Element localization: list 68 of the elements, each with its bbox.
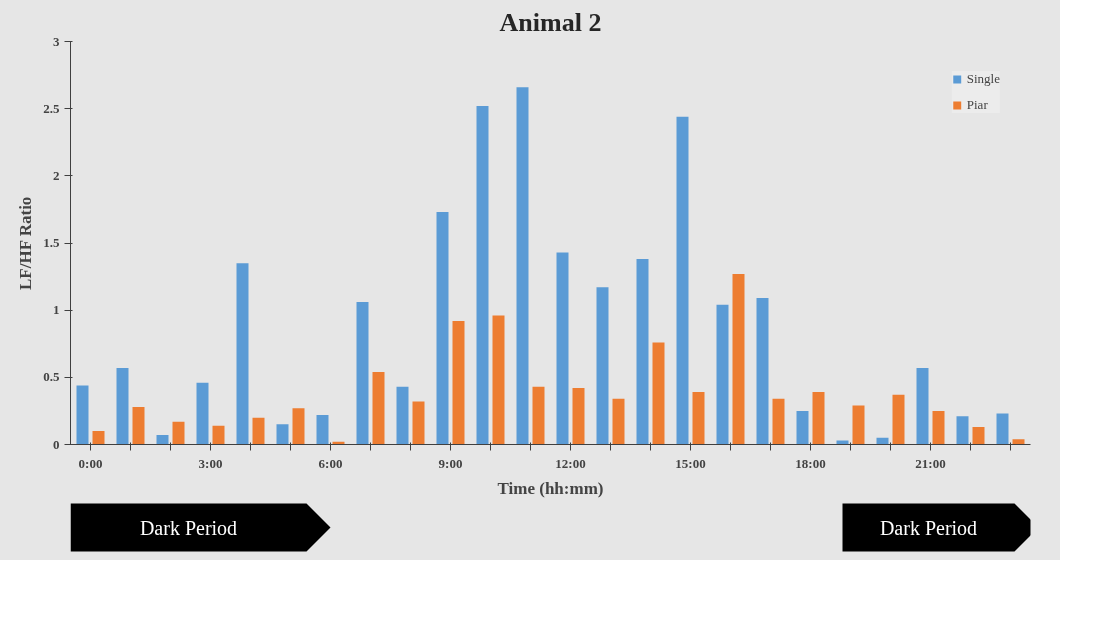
bar bbox=[612, 398, 625, 445]
bar bbox=[796, 410, 809, 445]
bar bbox=[436, 212, 449, 445]
bar bbox=[76, 385, 89, 445]
bar bbox=[972, 427, 985, 445]
y-tick-label: 0 bbox=[53, 436, 60, 452]
bar bbox=[996, 413, 1009, 445]
bar bbox=[652, 342, 665, 445]
x-tick-label: 9:00 bbox=[438, 455, 463, 471]
bar bbox=[292, 408, 305, 445]
bar bbox=[452, 320, 465, 445]
bar bbox=[412, 401, 425, 445]
legend-label: Piar bbox=[966, 97, 988, 113]
bar bbox=[1012, 439, 1025, 445]
bar bbox=[676, 116, 689, 445]
y-tick-label: 2 bbox=[53, 167, 60, 183]
y-tick-label: 2.5 bbox=[43, 100, 60, 116]
text: Dark Period bbox=[879, 516, 978, 539]
x-tick-label: 15:00 bbox=[675, 455, 706, 471]
bar bbox=[212, 425, 225, 445]
x-tick-label: 0:00 bbox=[78, 455, 103, 471]
bar bbox=[572, 388, 585, 445]
bar bbox=[316, 414, 329, 445]
x-tick-label: 6:00 bbox=[318, 455, 343, 471]
bar bbox=[516, 87, 529, 445]
bar bbox=[396, 386, 409, 445]
x-tick-label: 21:00 bbox=[915, 455, 946, 471]
bar bbox=[252, 417, 265, 445]
x-tick-label: 18:00 bbox=[795, 455, 826, 471]
bar bbox=[556, 252, 569, 445]
bar bbox=[692, 392, 705, 445]
y-tick-label: 1.5 bbox=[43, 235, 60, 250]
bar bbox=[156, 435, 169, 445]
y-axis-title: LF/HF Ratio bbox=[16, 196, 36, 290]
bar bbox=[92, 431, 105, 445]
text: Dark Period bbox=[139, 516, 238, 539]
x-axis-title: Time (hh:mm) bbox=[497, 478, 604, 498]
bar bbox=[732, 273, 745, 445]
bar bbox=[492, 315, 505, 445]
y-tick-label: 3 bbox=[53, 33, 60, 49]
legend-label: Single bbox=[966, 71, 1000, 87]
bar bbox=[276, 424, 289, 445]
y-tick-label: 1 bbox=[53, 302, 60, 318]
bar bbox=[236, 263, 249, 445]
bar bbox=[596, 287, 609, 445]
x-tick-label: 3:00 bbox=[198, 455, 223, 471]
bar bbox=[916, 367, 929, 445]
bar bbox=[532, 386, 545, 445]
bar bbox=[956, 416, 969, 445]
bar bbox=[852, 405, 865, 445]
chart-title: Animal 2 bbox=[499, 7, 602, 37]
x-tick-label: 12:00 bbox=[555, 455, 586, 471]
bar bbox=[636, 259, 649, 445]
bar bbox=[892, 394, 905, 445]
bar bbox=[372, 371, 385, 445]
bar bbox=[476, 105, 489, 445]
bar bbox=[196, 382, 209, 445]
bar bbox=[172, 421, 185, 445]
bar bbox=[356, 302, 369, 445]
bar bbox=[756, 298, 769, 445]
bar bbox=[812, 392, 825, 445]
bar bbox=[836, 440, 849, 445]
bar bbox=[132, 406, 145, 445]
bar bbox=[932, 410, 945, 445]
bar bbox=[116, 367, 129, 445]
y-tick-label: 0.5 bbox=[43, 369, 60, 385]
bar bbox=[716, 304, 729, 445]
bar bbox=[772, 398, 785, 445]
